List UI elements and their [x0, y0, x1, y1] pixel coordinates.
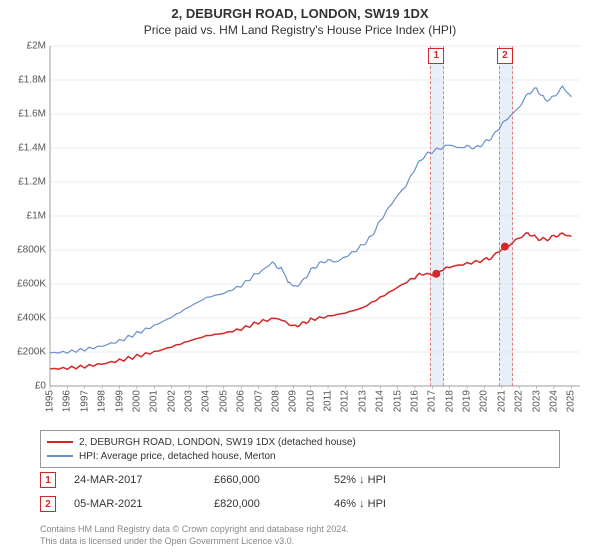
footer-line-2: This data is licensed under the Open Gov… — [40, 536, 349, 548]
x-tick-label: 2020 — [479, 390, 490, 412]
sale-row-2: 2 05-MAR-2021 £820,000 46% ↓ HPI — [40, 496, 454, 512]
x-tick-label: 2017 — [427, 390, 438, 412]
legend-label-property: 2, DEBURGH ROAD, LONDON, SW19 1DX (detac… — [79, 437, 356, 448]
sale-price-1: £660,000 — [214, 474, 334, 486]
x-tick-label: 2015 — [392, 390, 403, 412]
x-tick-label: 2002 — [166, 390, 177, 412]
series-line-hpi — [50, 86, 571, 353]
x-tick-label: 2006 — [236, 390, 247, 412]
x-tick-label: 2022 — [514, 390, 525, 412]
y-tick-label: £1.8M — [2, 75, 46, 86]
y-tick-label: £400K — [2, 313, 46, 324]
x-tick-label: 2023 — [531, 390, 542, 412]
x-tick-label: 2007 — [253, 390, 264, 412]
y-tick-label: £1.6M — [2, 109, 46, 120]
x-tick-label: 2011 — [323, 390, 334, 412]
sale-date-1: 24-MAR-2017 — [74, 474, 214, 486]
x-tick-label: 1996 — [62, 390, 73, 412]
sale-price-2: £820,000 — [214, 498, 334, 510]
y-tick-label: £800K — [2, 245, 46, 256]
sale-date-2: 05-MAR-2021 — [74, 498, 214, 510]
legend-swatch-hpi — [47, 455, 73, 457]
sale-pct-1: 52% ↓ HPI — [334, 474, 454, 486]
x-tick-label: 2010 — [305, 390, 316, 412]
x-tick-label: 1999 — [114, 390, 125, 412]
x-tick-label: 2021 — [496, 390, 507, 412]
y-tick-label: £1M — [2, 211, 46, 222]
sale-marker-dot — [432, 270, 440, 278]
x-tick-label: 2016 — [409, 390, 420, 412]
legend-item-hpi: HPI: Average price, detached house, Mert… — [47, 449, 553, 463]
y-tick-label: £1.2M — [2, 177, 46, 188]
x-tick-label: 1997 — [79, 390, 90, 412]
footer: Contains HM Land Registry data © Crown c… — [40, 524, 349, 547]
x-tick-label: 2008 — [270, 390, 281, 412]
x-tick-label: 2001 — [149, 390, 160, 412]
x-tick-label: 2012 — [340, 390, 351, 412]
x-tick-label: 2013 — [357, 390, 368, 412]
sale-badge-2: 2 — [40, 496, 56, 512]
y-tick-label: £2M — [2, 41, 46, 52]
x-tick-label: 1995 — [45, 390, 56, 412]
sale-marker-dot — [501, 243, 509, 251]
y-tick-label: £200K — [2, 347, 46, 358]
y-tick-label: £600K — [2, 279, 46, 290]
x-tick-label: 1998 — [97, 390, 108, 412]
sale-row-1: 1 24-MAR-2017 £660,000 52% ↓ HPI — [40, 472, 454, 488]
x-tick-label: 2014 — [375, 390, 386, 412]
sale-badge-1: 1 — [40, 472, 56, 488]
plot-area: £0£200K£400K£600K£800K£1M£1.2M£1.4M£1.6M… — [50, 46, 580, 386]
footer-line-1: Contains HM Land Registry data © Crown c… — [40, 524, 349, 536]
x-tick-label: 2003 — [184, 390, 195, 412]
x-tick-label: 2004 — [201, 390, 212, 412]
sale-pct-2: 46% ↓ HPI — [334, 498, 454, 510]
y-tick-label: £1.4M — [2, 143, 46, 154]
plot-svg — [50, 46, 580, 386]
x-tick-label: 2019 — [462, 390, 473, 412]
legend-item-property: 2, DEBURGH ROAD, LONDON, SW19 1DX (detac… — [47, 435, 553, 449]
chart-container: 2, DEBURGH ROAD, LONDON, SW19 1DX Price … — [0, 0, 600, 560]
chart-title: 2, DEBURGH ROAD, LONDON, SW19 1DX — [0, 0, 600, 21]
series-line-property — [50, 233, 571, 369]
legend-label-hpi: HPI: Average price, detached house, Mert… — [79, 451, 276, 462]
chart-subtitle: Price paid vs. HM Land Registry's House … — [0, 21, 600, 41]
x-tick-label: 2018 — [444, 390, 455, 412]
x-tick-label: 2024 — [548, 390, 559, 412]
x-tick-label: 2009 — [288, 390, 299, 412]
x-tick-label: 2005 — [218, 390, 229, 412]
x-tick-label: 2000 — [131, 390, 142, 412]
legend-swatch-property — [47, 441, 73, 443]
legend: 2, DEBURGH ROAD, LONDON, SW19 1DX (detac… — [40, 430, 560, 468]
y-tick-label: £0 — [2, 381, 46, 392]
x-tick-label: 2025 — [566, 390, 577, 412]
